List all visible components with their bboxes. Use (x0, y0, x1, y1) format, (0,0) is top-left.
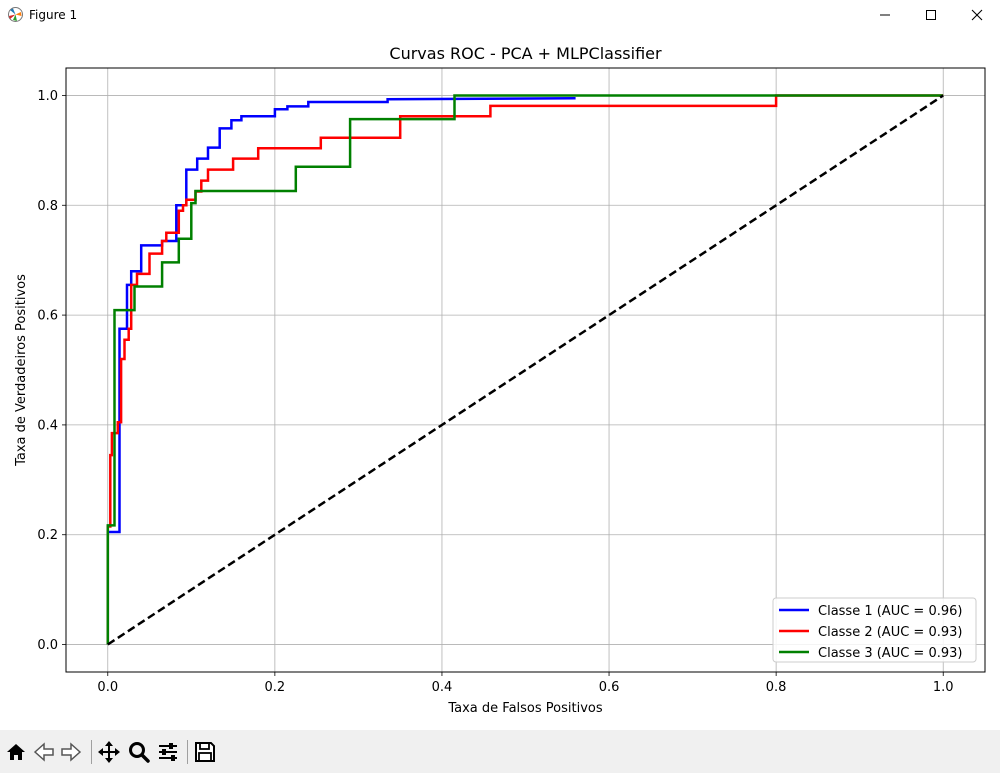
legend-label: Classe 2 (AUC = 0.93) (818, 625, 962, 640)
save-button[interactable] (192, 739, 218, 765)
chart-title: Curvas ROC - PCA + MLPClassifier (389, 44, 662, 63)
legend-label: Classe 1 (AUC = 0.96) (818, 604, 962, 619)
x-tick-label: 0.6 (599, 680, 620, 695)
back-arrow-icon (33, 741, 55, 763)
y-tick-label: 0.4 (37, 418, 58, 433)
forward-button[interactable] (58, 739, 84, 765)
y-tick-label: 0.6 (37, 309, 58, 324)
legend-box (772, 597, 977, 663)
configure-subplots-button[interactable] (155, 739, 181, 765)
home-button[interactable] (3, 739, 29, 765)
legend: Classe 1 (AUC = 0.96) Classe 2 (AUC = 0.9… (772, 597, 977, 663)
series-line-1 (106, 96, 576, 645)
zoom-magnifier-icon (127, 740, 151, 764)
x-tick-label: 1.0 (933, 680, 954, 695)
back-button[interactable] (31, 739, 57, 765)
legend-label: Classe 3 (AUC = 0.93) (818, 646, 962, 661)
toolbar-separator (187, 740, 188, 764)
toolbar-separator (91, 740, 92, 764)
y-tick-label: 0.2 (37, 528, 58, 543)
forward-arrow-icon (60, 741, 82, 763)
navigation-toolbar (0, 730, 1000, 773)
roc-chart[interactable]: 0.0 0.2 0.4 0.6 0.8 1.0 0.0 0.2 0.4 0.6 0.8 1.0 Cur… (0, 30, 1000, 730)
close-button[interactable] (954, 0, 1000, 30)
x-tick-label: 0.0 (97, 680, 118, 695)
minimize-icon (879, 9, 891, 21)
minimize-button[interactable] (862, 0, 908, 30)
x-tick-label: 0.8 (766, 680, 787, 695)
y-axis-label: Taxa de Verdadeiros Positivos (14, 274, 29, 467)
zoom-button[interactable] (126, 739, 152, 765)
maximize-button[interactable] (908, 0, 954, 30)
y-tick-label: 0.8 (37, 199, 58, 214)
matplotlib-figure-icon (7, 6, 24, 23)
series-line-2 (106, 94, 944, 645)
x-axis-label: Taxa de Falsos Positivos (447, 701, 602, 716)
series-lines (106, 94, 944, 646)
grid-lines (66, 68, 985, 672)
configure-subplots-icon (156, 740, 180, 764)
save-icon (194, 741, 216, 763)
y-tick-label: 0.0 (37, 638, 58, 653)
x-tick-label: 0.2 (265, 680, 286, 695)
close-icon (971, 9, 983, 21)
pan-move-icon (97, 740, 121, 764)
reference-diagonal-line (107, 94, 944, 646)
axis-ticks: 0.0 0.2 0.4 0.6 0.8 1.0 0.0 0.2 0.4 0.6 0.8 1.0 (37, 89, 953, 695)
window-titlebar: Figure 1 (0, 0, 1000, 30)
y-tick-label: 1.0 (37, 89, 58, 104)
axes-frame (65, 67, 986, 673)
pan-button[interactable] (96, 739, 122, 765)
maximize-icon (925, 9, 937, 21)
window-title: Figure 1 (29, 8, 78, 22)
x-tick-label: 0.4 (432, 680, 453, 695)
series-line-3 (106, 94, 944, 645)
home-icon (5, 741, 27, 763)
